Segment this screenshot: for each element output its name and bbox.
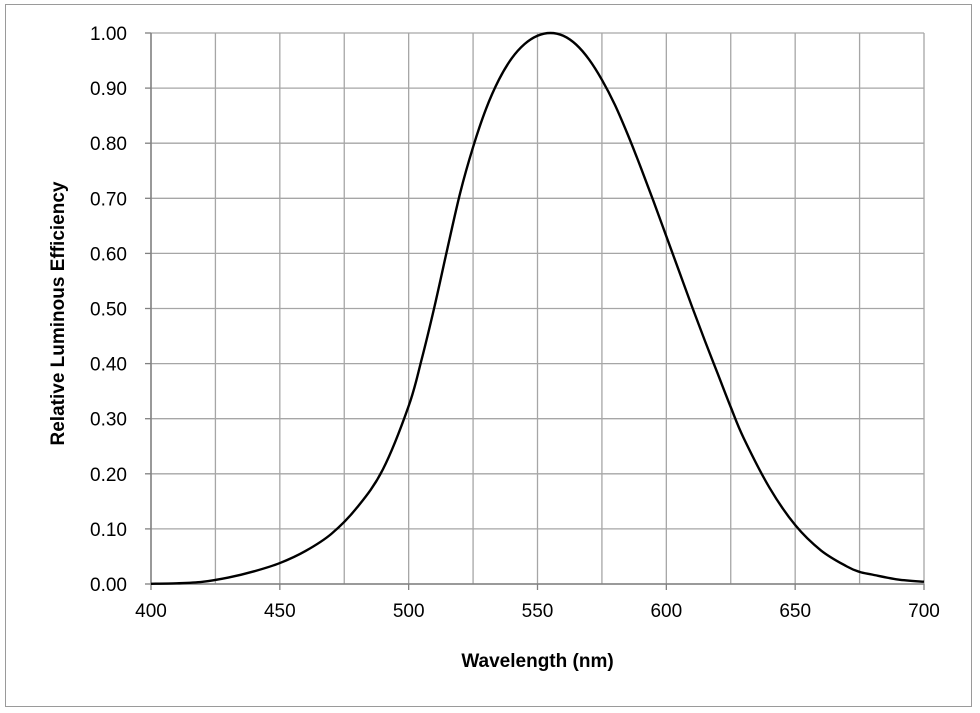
- x-tick-label: 700: [908, 601, 940, 622]
- y-tick-label: 0.90: [90, 79, 127, 100]
- y-tick-label: 0.70: [90, 189, 127, 210]
- y-axis-title: Relative Luminous Efficiency: [48, 181, 69, 445]
- axes: [145, 32, 925, 590]
- series-layer: [150, 31, 925, 585]
- y-tick-label: 0.50: [90, 300, 127, 321]
- y-tick-label: 0.80: [90, 134, 127, 155]
- y-tick-label: 0.60: [90, 244, 127, 265]
- y-tick-label: 0.30: [90, 410, 127, 431]
- x-tick-label: 550: [522, 601, 554, 622]
- y-tick-label: 0.20: [90, 465, 127, 486]
- y-tick-label: 0.40: [90, 355, 127, 376]
- y-tick-label: 0.00: [90, 575, 127, 596]
- grid-lines: [150, 32, 925, 585]
- x-tick-label: 450: [264, 601, 296, 622]
- x-tick-label: 500: [393, 601, 425, 622]
- y-tick-label: 0.10: [90, 520, 127, 541]
- x-tick-label: 400: [135, 601, 167, 622]
- luminous-efficiency-curve: [150, 31, 925, 585]
- tick-labels: 400 450 500 550 600 650 700 0.00 0.10 0.20 0.30 0.4…: [90, 24, 940, 622]
- x-axis-title: Wavelength (nm): [461, 651, 613, 672]
- y-tick-label: 1.00: [90, 24, 127, 45]
- x-tick-label: 650: [779, 601, 811, 622]
- x-tick-label: 600: [650, 601, 682, 622]
